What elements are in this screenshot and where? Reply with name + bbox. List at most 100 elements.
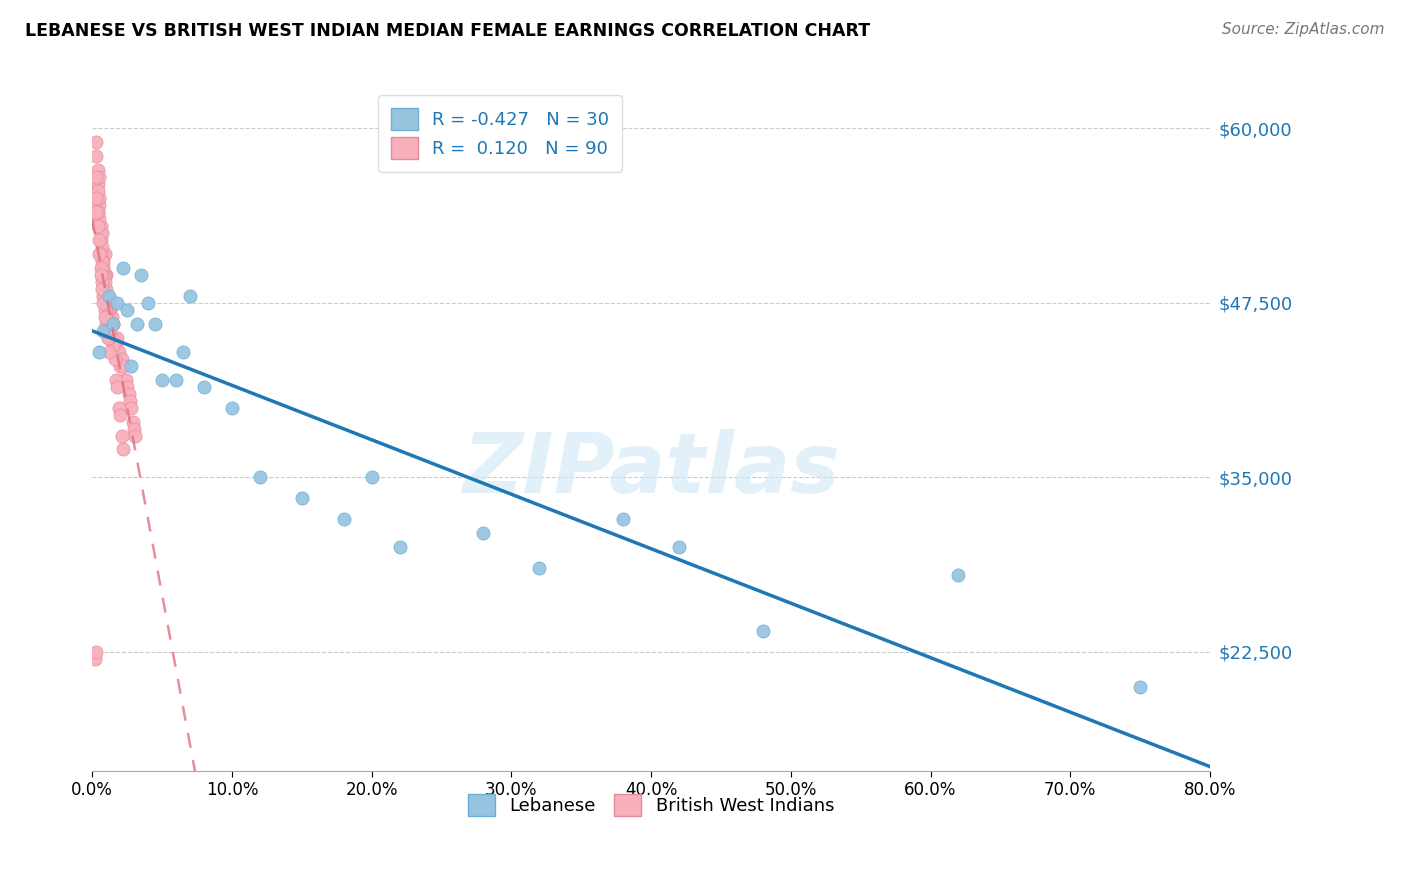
Point [87, 219, 110, 233]
Point [89, 198, 111, 212]
Point [90, 247, 112, 261]
Point [87, 177, 110, 191]
Point [221, 401, 243, 415]
Point [136, 295, 159, 310]
Point [111, 260, 134, 275]
Point [101, 317, 124, 331]
Point [89, 170, 111, 185]
Point [103, 351, 125, 366]
Point [90, 268, 112, 282]
Point [105, 379, 128, 393]
Point [117, 386, 139, 401]
Point [125, 317, 148, 331]
Point [108, 359, 131, 373]
Point [93, 260, 115, 275]
Point [86, 645, 108, 659]
Point [91, 240, 114, 254]
Point [94, 289, 117, 303]
Point [90, 260, 112, 275]
Point [108, 408, 131, 422]
Point [114, 373, 136, 387]
Point [94, 268, 117, 282]
Point [100, 331, 122, 345]
Point [87, 205, 110, 219]
Point [122, 421, 145, 435]
Point [120, 359, 142, 373]
Point [103, 331, 125, 345]
Legend: Lebanese, British West Indians: Lebanese, British West Indians [461, 787, 841, 823]
Point [107, 344, 129, 359]
Point [112, 373, 135, 387]
Point [104, 337, 127, 351]
Point [94, 310, 117, 324]
Point [93, 324, 115, 338]
Point [111, 442, 134, 457]
Point [93, 295, 115, 310]
Point [249, 470, 271, 484]
Point [86, 191, 108, 205]
Point [96, 302, 118, 317]
Point [101, 317, 124, 331]
Point [107, 401, 129, 415]
Point [84, 177, 107, 191]
Point [98, 302, 121, 317]
Point [388, 540, 411, 554]
Point [529, 561, 551, 575]
Point [97, 331, 120, 345]
Text: ZIPatlas: ZIPatlas [463, 429, 839, 510]
Point [94, 275, 117, 289]
Point [291, 491, 314, 506]
Point [97, 295, 120, 310]
Point [86, 135, 108, 149]
Point [96, 295, 118, 310]
Point [97, 302, 120, 317]
Point [110, 428, 132, 442]
Point [948, 568, 970, 582]
Point [94, 302, 117, 317]
Text: LEBANESE VS BRITISH WEST INDIAN MEDIAN FEMALE EARNINGS CORRELATION CHART: LEBANESE VS BRITISH WEST INDIAN MEDIAN F… [25, 22, 870, 40]
Point [96, 331, 118, 345]
Point [94, 302, 117, 317]
Point [91, 226, 114, 240]
Point [87, 163, 110, 178]
Point [93, 260, 115, 275]
Point [94, 289, 117, 303]
Point [100, 310, 122, 324]
Point [91, 254, 114, 268]
Point [115, 379, 138, 393]
Point [89, 233, 111, 247]
Point [93, 254, 115, 268]
Point [179, 289, 201, 303]
Point [668, 540, 690, 554]
Point [94, 317, 117, 331]
Point [86, 149, 108, 163]
Point [89, 344, 111, 359]
Point [90, 219, 112, 233]
Point [121, 415, 143, 429]
Point [96, 317, 118, 331]
Point [193, 379, 215, 393]
Point [89, 191, 111, 205]
Point [98, 317, 121, 331]
Point [115, 302, 138, 317]
Point [86, 205, 108, 219]
Point [90, 233, 112, 247]
Point [120, 401, 142, 415]
Point [172, 344, 194, 359]
Point [111, 359, 134, 373]
Point [118, 393, 141, 408]
Point [94, 247, 117, 261]
Point [91, 282, 114, 296]
Point [612, 512, 634, 526]
Point [472, 526, 495, 541]
Point [104, 373, 127, 387]
Point [91, 275, 114, 289]
Point [97, 324, 120, 338]
Point [752, 624, 775, 638]
Point [360, 470, 382, 484]
Point [87, 205, 110, 219]
Point [332, 512, 354, 526]
Point [87, 184, 110, 198]
Point [94, 282, 117, 296]
Point [165, 373, 187, 387]
